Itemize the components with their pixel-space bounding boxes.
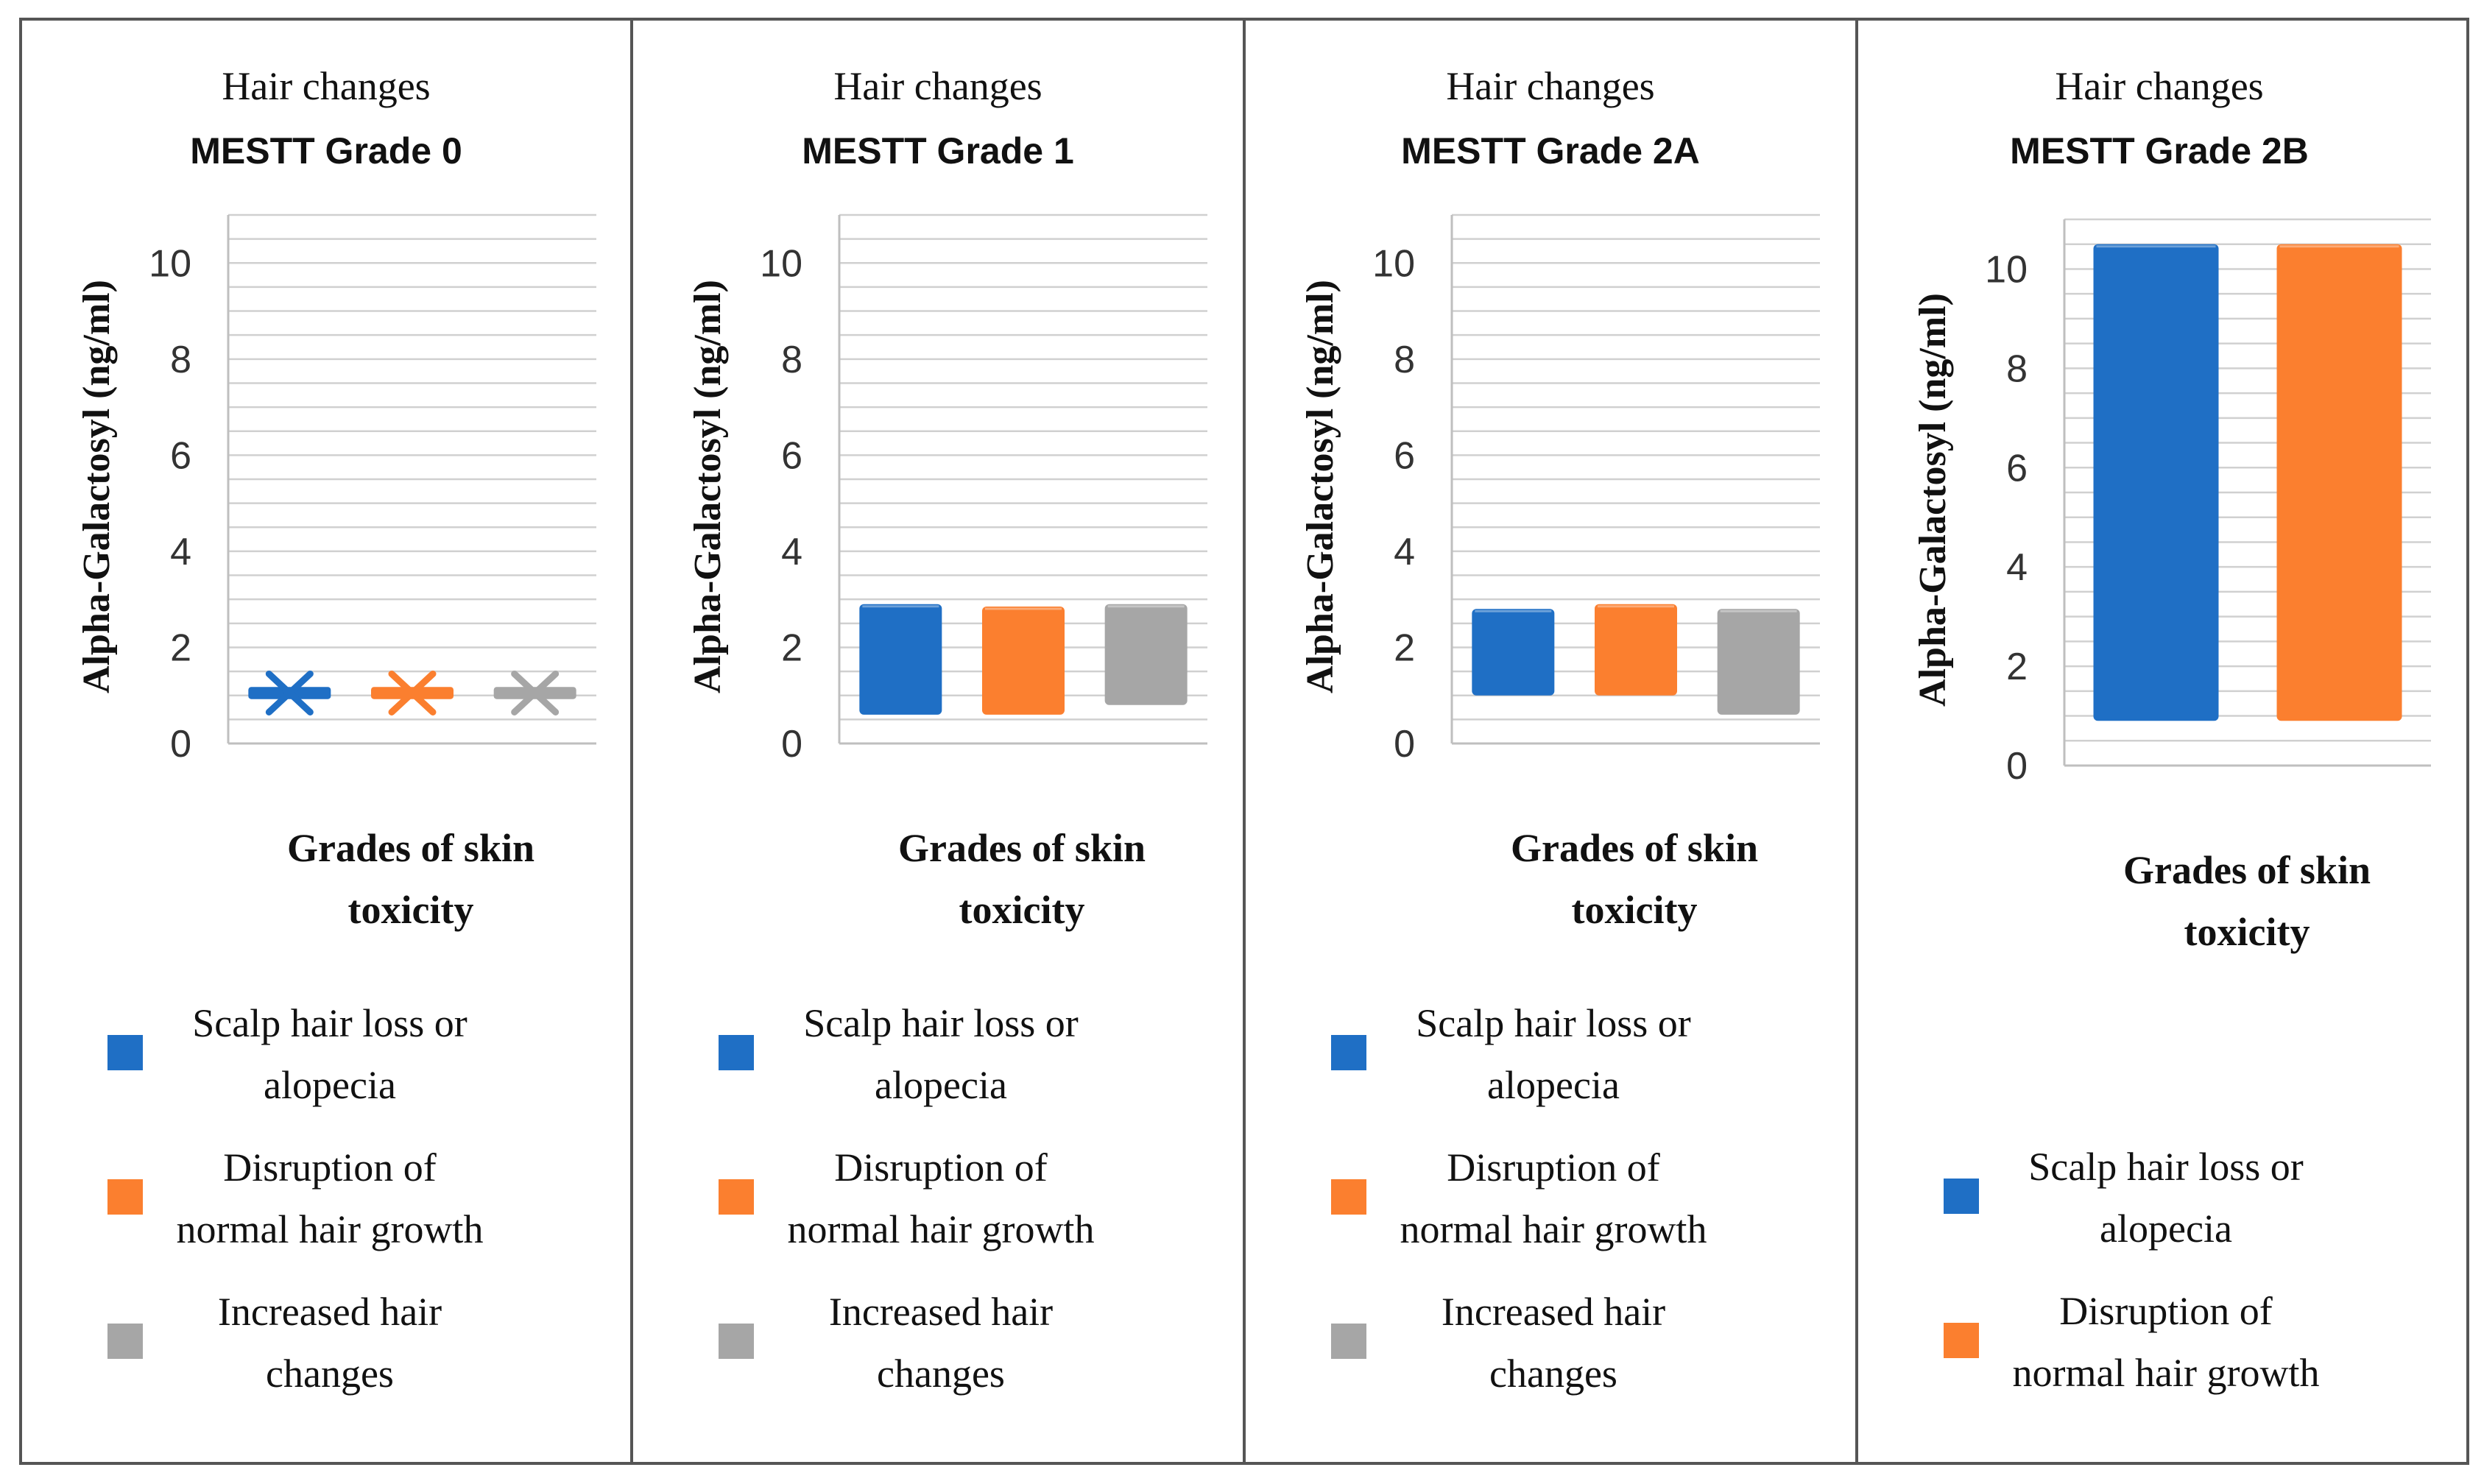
y-tick-label: 6 bbox=[170, 434, 191, 477]
x-axis-label-line2: toxicity bbox=[2184, 910, 2310, 954]
chart-subtitle: MESTT Grade 2B bbox=[2010, 130, 2309, 172]
legend-swatch-s2 bbox=[1331, 1179, 1366, 1215]
y-tick-label: 0 bbox=[781, 723, 802, 766]
legend-label-s3-line1: Increased hair bbox=[218, 1290, 442, 1334]
legend-label-s1-line1: Scalp hair loss or bbox=[803, 1001, 1078, 1045]
chart-panel-1: Hair changes MESTT Grade 0 0 2 4 6 8 10 Alpha-Ga… bbox=[76, 64, 596, 1396]
y-tick-label: 4 bbox=[2006, 546, 2028, 589]
y-tick-label: 4 bbox=[781, 531, 802, 573]
x-axis-label-line2: toxicity bbox=[959, 888, 1085, 932]
bar-s2 bbox=[2276, 244, 2402, 721]
y-axis-label: Alpha-Galactosyl (ng/ml) bbox=[76, 280, 118, 693]
legend-swatch-s1 bbox=[1944, 1179, 1979, 1214]
legend-swatch-s1 bbox=[107, 1035, 143, 1070]
y-tick-label: 0 bbox=[1394, 723, 1415, 766]
legend-label-s2-line1: Disruption of bbox=[223, 1145, 437, 1190]
legend-label-s1-line1: Scalp hair loss or bbox=[192, 1001, 467, 1045]
legend-label-s3-line2: changes bbox=[266, 1352, 394, 1396]
x-axis-label-line1: Grades of skin bbox=[2123, 848, 2371, 892]
legend-swatch-s2 bbox=[107, 1179, 143, 1215]
x-axis-label-line1: Grades of skin bbox=[898, 826, 1146, 870]
chart-panel-3: Hair changes MESTT Grade 2A 0 2 4 6 8 10 Alpha-G… bbox=[1243, 19, 1820, 1463]
y-tick-label: 10 bbox=[1372, 242, 1415, 285]
y-tick-label: 4 bbox=[170, 531, 191, 573]
legend-label-s3-line2: changes bbox=[877, 1352, 1005, 1396]
marker-s2 bbox=[388, 670, 437, 716]
legend-label-s2-line2: normal hair growth bbox=[788, 1207, 1095, 1251]
x-axis-label-line2: toxicity bbox=[348, 888, 474, 932]
legend-label-s2-line1: Disruption of bbox=[834, 1145, 1048, 1190]
legend-swatch-s1 bbox=[719, 1035, 754, 1070]
legend-label-s2-line1: Disruption of bbox=[2059, 1289, 2273, 1333]
legend-swatch-s2 bbox=[719, 1179, 754, 1215]
bar-s1 bbox=[859, 604, 942, 715]
y-tick-label: 6 bbox=[1394, 434, 1415, 477]
bar-s1 bbox=[2093, 244, 2219, 721]
legend-label-s1-line2: alopecia bbox=[2100, 1206, 2232, 1251]
y-tick-label: 2 bbox=[781, 626, 802, 669]
chart-panel-2: Hair changes MESTT Grade 1 0 2 4 6 8 10 Alpha-Ga… bbox=[630, 19, 1207, 1463]
bar-s3 bbox=[1104, 604, 1188, 705]
legend-label-s1-line1: Scalp hair loss or bbox=[2028, 1145, 2303, 1189]
legend-label-s1-line1: Scalp hair loss or bbox=[1416, 1001, 1690, 1045]
y-tick-label: 6 bbox=[2006, 447, 2028, 490]
chart-title: Hair changes bbox=[833, 64, 1042, 108]
legend-swatch-s3 bbox=[1331, 1324, 1366, 1359]
legend-swatch-s2 bbox=[1944, 1323, 1979, 1358]
legend-label-s1-line2: alopecia bbox=[1487, 1063, 1620, 1107]
legend-label-s2-line2: normal hair growth bbox=[2013, 1351, 2320, 1395]
y-tick-label: 2 bbox=[170, 626, 191, 669]
x-axis-label-line1: Grades of skin bbox=[287, 826, 534, 870]
legend-swatch-s3 bbox=[107, 1324, 143, 1359]
y-tick-label: 2 bbox=[1394, 626, 1415, 669]
chart-title: Hair changes bbox=[2055, 64, 2263, 108]
bar-s2 bbox=[982, 606, 1065, 715]
bar-s2 bbox=[1595, 604, 1677, 696]
legend-label-s2-line1: Disruption of bbox=[1447, 1145, 1660, 1190]
y-tick-label: 10 bbox=[149, 242, 191, 285]
y-tick-label: 8 bbox=[2006, 347, 2028, 390]
x-axis-label-line2: toxicity bbox=[1572, 888, 1698, 932]
legend-swatch-s1 bbox=[1331, 1035, 1366, 1070]
y-axis-label: Alpha-Galactosyl (ng/ml) bbox=[1912, 293, 1954, 707]
y-axis-label: Alpha-Galactosyl (ng/ml) bbox=[687, 280, 729, 693]
legend-label-s3-line1: Increased hair bbox=[1442, 1290, 1665, 1334]
y-tick-label: 0 bbox=[2006, 745, 2028, 788]
y-tick-label: 10 bbox=[1985, 248, 2028, 291]
chart-title: Hair changes bbox=[222, 64, 430, 108]
chart-subtitle: MESTT Grade 2A bbox=[1401, 130, 1700, 172]
legend-label-s3-line2: changes bbox=[1489, 1352, 1617, 1396]
bar-s1 bbox=[1472, 609, 1555, 696]
y-tick-label: 8 bbox=[781, 339, 802, 381]
chart-subtitle: MESTT Grade 0 bbox=[190, 130, 462, 172]
y-tick-label: 4 bbox=[1394, 531, 1415, 573]
chart-subtitle: MESTT Grade 1 bbox=[802, 130, 1074, 172]
x-axis-label-line1: Grades of skin bbox=[1511, 826, 1758, 870]
chart-panel-4: Hair changes MESTT Grade 2B 0 2 4 6 8 10 Alpha-G… bbox=[1855, 19, 2431, 1463]
y-axis-label: Alpha-Galactosyl (ng/ml) bbox=[1299, 280, 1341, 693]
legend-label-s2-line2: normal hair growth bbox=[177, 1207, 484, 1251]
y-tick-label: 8 bbox=[1394, 339, 1415, 381]
chart-title: Hair changes bbox=[1446, 64, 1654, 108]
legend-label-s1-line2: alopecia bbox=[875, 1063, 1007, 1107]
y-tick-label: 8 bbox=[170, 339, 191, 381]
marker-s1 bbox=[265, 670, 314, 716]
legend-label-s3-line1: Increased hair bbox=[829, 1290, 1053, 1334]
y-tick-label: 6 bbox=[781, 434, 802, 477]
legend-swatch-s3 bbox=[719, 1324, 754, 1359]
legend-label-s1-line2: alopecia bbox=[264, 1063, 396, 1107]
marker-s3 bbox=[511, 670, 560, 716]
y-tick-label: 2 bbox=[2006, 646, 2028, 688]
legend-label-s2-line2: normal hair growth bbox=[1400, 1207, 1707, 1251]
y-tick-label: 0 bbox=[170, 723, 191, 766]
bar-s3 bbox=[1717, 609, 1800, 715]
y-tick-label: 10 bbox=[760, 242, 802, 285]
